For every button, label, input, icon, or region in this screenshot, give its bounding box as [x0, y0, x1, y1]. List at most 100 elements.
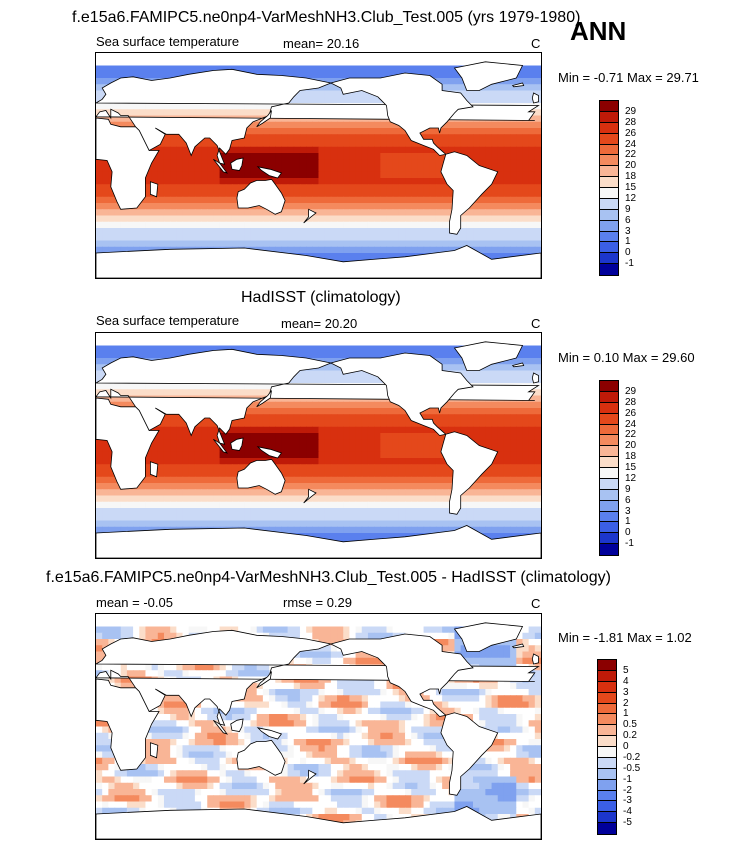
colorbar-swatch — [600, 166, 618, 178]
colorbar-tick-label: 0.5 — [623, 719, 637, 731]
colorbar-swatch — [598, 757, 616, 769]
panel-2-map — [95, 332, 542, 559]
colorbar-swatch — [600, 155, 618, 167]
colorbar-tick-label: 18 — [625, 171, 637, 183]
colorbar-swatch — [600, 457, 618, 468]
colorbar-swatch — [600, 101, 618, 112]
colorbar-tick-label: 3 — [625, 225, 631, 237]
panel-1-field-label: Sea surface temperature — [96, 34, 240, 49]
colorbar-tick-label: 2 — [623, 697, 629, 709]
colorbar-swatch — [598, 681, 616, 693]
colorbar-swatch — [600, 133, 618, 145]
colorbar-swatch — [598, 660, 616, 671]
colorbar-swatch — [598, 790, 616, 802]
colorbar-tick-label: -0.2 — [623, 751, 641, 763]
colorbar-tick-label: -4 — [623, 806, 632, 818]
panel-1-map — [95, 52, 542, 279]
colorbar-tick-label: 24 — [625, 138, 637, 150]
colorbar-tick-label: 29 — [625, 385, 637, 397]
colorbar-tick-label: 5 — [623, 664, 629, 676]
colorbar-tick-label: -1 — [623, 773, 632, 785]
colorbar-swatch — [600, 177, 618, 188]
colorbar-swatch — [600, 111, 618, 123]
colorbar-tick-label: 0 — [625, 527, 631, 539]
colorbar-tick-label: 26 — [625, 127, 637, 139]
colorbar-tick-label: 9 — [625, 203, 631, 215]
continent-outlines — [96, 61, 541, 278]
colorbar-swatch — [600, 188, 618, 199]
colorbar-swatch — [600, 500, 618, 512]
colorbar-swatch — [600, 511, 618, 523]
colorbar-swatch — [598, 736, 616, 747]
colorbar-tick-label: 6 — [625, 214, 631, 226]
colorbar-tick-label: 6 — [625, 494, 631, 506]
colorbar-tick-label: 3 — [623, 686, 629, 698]
colorbar-swatch — [600, 231, 618, 243]
colorbar-swatch — [600, 220, 618, 232]
continent-outlines — [96, 341, 541, 558]
colorbar-tick-label: -2 — [623, 784, 632, 796]
colorbar-swatch — [600, 209, 618, 221]
panel-1-colorbar — [599, 100, 619, 276]
panel-2-title: HadISST (climatology) — [241, 289, 401, 306]
continent-outlines — [96, 622, 541, 839]
colorbar-tick-label: 0 — [625, 247, 631, 259]
panel-1-title: f.e15a6.FAMIPC5.ne0np4-VarMeshNH3.Club_T… — [72, 9, 581, 26]
colorbar-tick-label: -1 — [625, 258, 634, 270]
colorbar-tick-label: 22 — [625, 149, 637, 161]
colorbar-tick-label: 26 — [625, 407, 637, 419]
colorbar-tick-label: 4 — [623, 675, 629, 687]
panel-1-mean-label: mean= 20.16 — [283, 36, 360, 51]
panel-3-minmax-label: Min = -1.81 Max = 1.02 — [558, 630, 692, 645]
panel-3-mean-label: mean = -0.05 — [96, 595, 173, 610]
colorbar-swatch — [600, 544, 618, 555]
colorbar-swatch — [598, 779, 616, 791]
colorbar-tick-label: -3 — [623, 795, 632, 807]
panel-3-rmse-label: rmse = 0.29 — [283, 595, 353, 610]
panel-2-minmax-label: Min = 0.10 Max = 29.60 — [558, 350, 695, 365]
colorbar-tick-label: 0.2 — [623, 730, 637, 742]
colorbar-swatch — [600, 533, 618, 545]
colorbar-tick-label: 20 — [625, 440, 637, 452]
colorbar-swatch — [598, 801, 616, 813]
panel-2-field-label: Sea surface temperature — [96, 313, 240, 328]
colorbar-swatch — [600, 402, 618, 414]
panel-2-colorbar — [599, 380, 619, 556]
colorbar-tick-label: 15 — [625, 462, 637, 473]
colorbar-swatch — [600, 424, 618, 436]
colorbar-tick-label: 1 — [625, 236, 631, 248]
colorbar-swatch — [600, 446, 618, 458]
colorbar-swatch — [600, 435, 618, 447]
colorbar-swatch — [600, 413, 618, 425]
colorbar-swatch — [598, 670, 616, 682]
colorbar-tick-label: 1 — [625, 516, 631, 528]
colorbar-tick-label: 29 — [625, 105, 637, 117]
colorbar-swatch — [598, 768, 616, 780]
colorbar-tick-label: 22 — [625, 429, 637, 441]
colorbar-tick-label: -1 — [625, 538, 634, 550]
colorbar-swatch — [600, 253, 618, 265]
panel-1-minmax-label: Min = -0.71 Max = 29.71 — [558, 70, 699, 85]
colorbar-swatch — [600, 489, 618, 501]
colorbar-swatch — [600, 468, 618, 479]
colorbar-swatch — [600, 122, 618, 134]
colorbar-swatch — [600, 522, 618, 534]
colorbar-tick-label: 15 — [625, 182, 637, 193]
colorbar-swatch — [600, 198, 618, 210]
colorbar-tick-label: 18 — [625, 451, 637, 463]
colorbar-tick-label: 12 — [625, 472, 637, 484]
panel-3-colorbar — [597, 659, 617, 835]
colorbar-swatch — [598, 703, 616, 715]
colorbar-swatch — [598, 725, 616, 737]
colorbar-swatch — [600, 381, 618, 392]
panel-3-title: f.e15a6.FAMIPC5.ne0np4-VarMeshNH3.Club_T… — [46, 569, 612, 586]
colorbar-swatch — [598, 714, 616, 726]
colorbar-tick-label: 28 — [625, 396, 637, 408]
panel-3-units-label: C — [531, 596, 541, 611]
colorbar-swatch — [598, 692, 616, 704]
colorbar-swatch — [598, 823, 616, 834]
colorbar-tick-label: -5 — [623, 817, 632, 829]
panel-1-units-label: C — [531, 36, 541, 51]
colorbar-swatch — [598, 747, 616, 758]
colorbar-tick-label: 1 — [623, 708, 629, 720]
